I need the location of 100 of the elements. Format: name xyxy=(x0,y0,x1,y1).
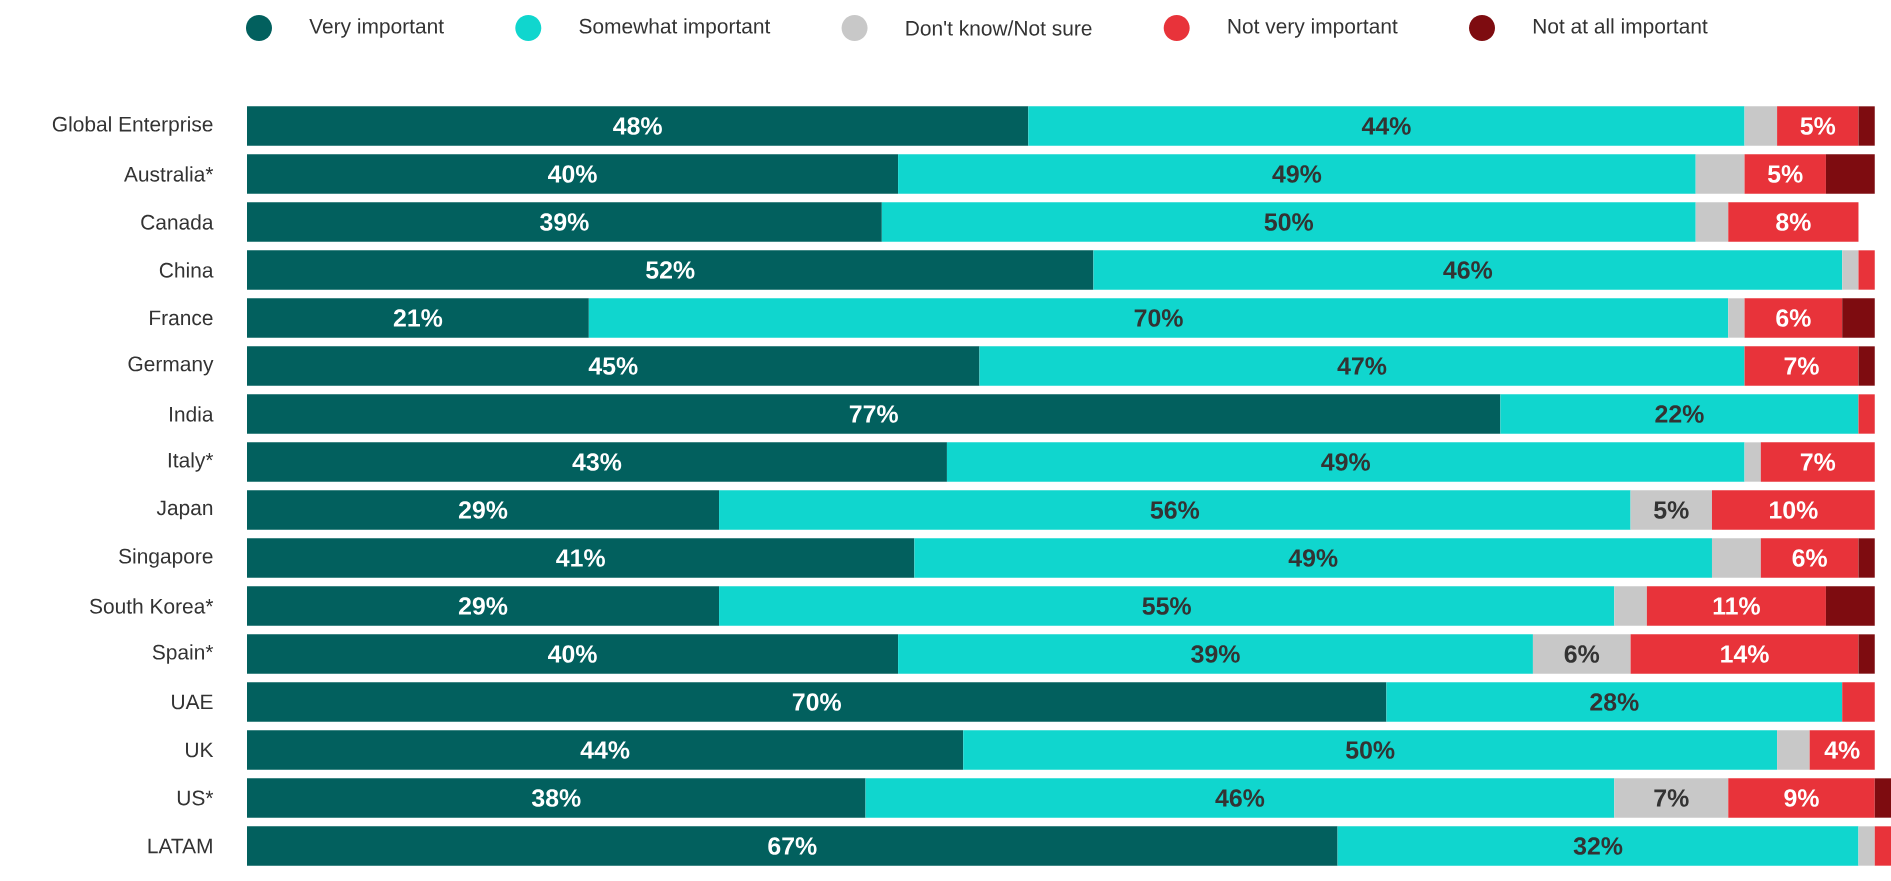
y-tick-label: UK xyxy=(186,742,214,758)
y-tick-label: Australia* xyxy=(123,166,214,182)
bar xyxy=(1630,634,1859,674)
bar xyxy=(1858,538,1875,578)
bar xyxy=(719,586,1615,626)
data-label: 28% xyxy=(1590,693,1639,711)
data-label: 22% xyxy=(1655,405,1704,423)
bar xyxy=(719,490,1631,530)
data-label: 7% xyxy=(1784,357,1819,375)
bar xyxy=(1728,202,1859,242)
data-label: 70% xyxy=(1134,309,1183,327)
data-label: 39% xyxy=(540,213,589,231)
data-label: 49% xyxy=(1321,453,1370,471)
legend-label: Not at all important xyxy=(1533,18,1708,38)
bar xyxy=(1858,106,1875,146)
bar xyxy=(1858,346,1875,386)
bar xyxy=(1744,154,1826,194)
bar xyxy=(1614,778,1729,818)
legend-label: Somewhat important xyxy=(579,18,771,38)
bar xyxy=(247,346,980,386)
y-tick-label: Canada xyxy=(141,214,214,230)
data-label: 41% xyxy=(556,549,605,567)
data-label: 6% xyxy=(1792,549,1827,567)
bar xyxy=(1858,634,1875,674)
bar xyxy=(914,538,1712,578)
bar xyxy=(1760,538,1859,578)
y-tick-label: US* xyxy=(177,790,214,806)
data-label: 44% xyxy=(1361,117,1411,135)
bar xyxy=(1744,298,1843,338)
y-tick-label: Italy* xyxy=(168,452,214,472)
data-label: 46% xyxy=(1443,261,1493,279)
bar xyxy=(247,682,1387,722)
bar xyxy=(1777,106,1859,146)
y-tick-label: Spain* xyxy=(152,644,214,664)
bar xyxy=(1858,394,1875,434)
data-label: 9% xyxy=(1784,789,1819,807)
bar xyxy=(247,778,866,818)
data-label: 7% xyxy=(1654,789,1689,807)
data-label: 8% xyxy=(1776,213,1811,231)
bar xyxy=(1093,250,1843,290)
legend-label: Very important xyxy=(309,18,444,38)
data-label: 44% xyxy=(580,741,630,759)
bar xyxy=(247,634,899,674)
bar xyxy=(1825,154,1875,194)
bar xyxy=(1809,730,1875,770)
bar xyxy=(247,490,720,530)
bar xyxy=(247,250,1094,290)
bar xyxy=(1695,154,1745,194)
data-label: 56% xyxy=(1150,501,1200,519)
y-tick-label: Germany xyxy=(128,356,214,376)
y-tick-label: Singapore xyxy=(119,548,213,568)
data-label: 40% xyxy=(548,165,597,183)
data-label: 39% xyxy=(1191,645,1240,663)
y-tick-label: LATAM xyxy=(148,838,212,854)
bar xyxy=(1386,682,1843,722)
bar xyxy=(1500,394,1859,434)
data-label: 5% xyxy=(1654,501,1689,519)
bar xyxy=(1858,826,1875,866)
bar xyxy=(1337,826,1859,866)
data-label: 6% xyxy=(1776,309,1811,327)
bar xyxy=(247,442,947,482)
bar xyxy=(247,202,882,242)
data-label: 49% xyxy=(1288,549,1338,567)
bar xyxy=(1842,682,1875,722)
data-label: 14% xyxy=(1721,645,1769,663)
bar xyxy=(247,586,720,626)
bar xyxy=(1614,586,1647,626)
data-label: 29% xyxy=(458,597,508,615)
bar xyxy=(1760,442,1875,482)
bar xyxy=(1728,298,1745,338)
legend-label: Don't know/Not sure xyxy=(906,20,1092,36)
bar xyxy=(247,730,964,770)
data-label: 10% xyxy=(1770,501,1818,519)
bar xyxy=(247,298,589,338)
data-label: 52% xyxy=(646,261,695,279)
data-label: 32% xyxy=(1573,837,1623,855)
data-label: 6% xyxy=(1564,645,1600,663)
data-label: 50% xyxy=(1345,741,1395,759)
data-label: 77% xyxy=(849,405,898,423)
bar xyxy=(1728,778,1875,818)
bar xyxy=(1744,106,1778,146)
data-label: 46% xyxy=(1215,789,1265,807)
data-label: 70% xyxy=(792,693,841,711)
y-tick-label: France xyxy=(150,310,213,326)
bar xyxy=(1028,106,1745,146)
data-label: 67% xyxy=(768,837,817,855)
y-tick-label: Global Enterprise xyxy=(52,116,213,136)
bar xyxy=(1874,826,1891,866)
bar xyxy=(247,826,1338,866)
bar xyxy=(946,442,1745,482)
data-label: 7% xyxy=(1800,453,1836,471)
data-label: 21% xyxy=(393,309,443,327)
data-label: 38% xyxy=(531,789,581,807)
bar xyxy=(1711,490,1875,530)
bar xyxy=(1646,586,1826,626)
bar xyxy=(247,154,899,194)
bar xyxy=(1777,730,1810,770)
data-label: 11% xyxy=(1713,597,1760,615)
data-label: 5% xyxy=(1800,117,1836,135)
bar xyxy=(1711,538,1761,578)
